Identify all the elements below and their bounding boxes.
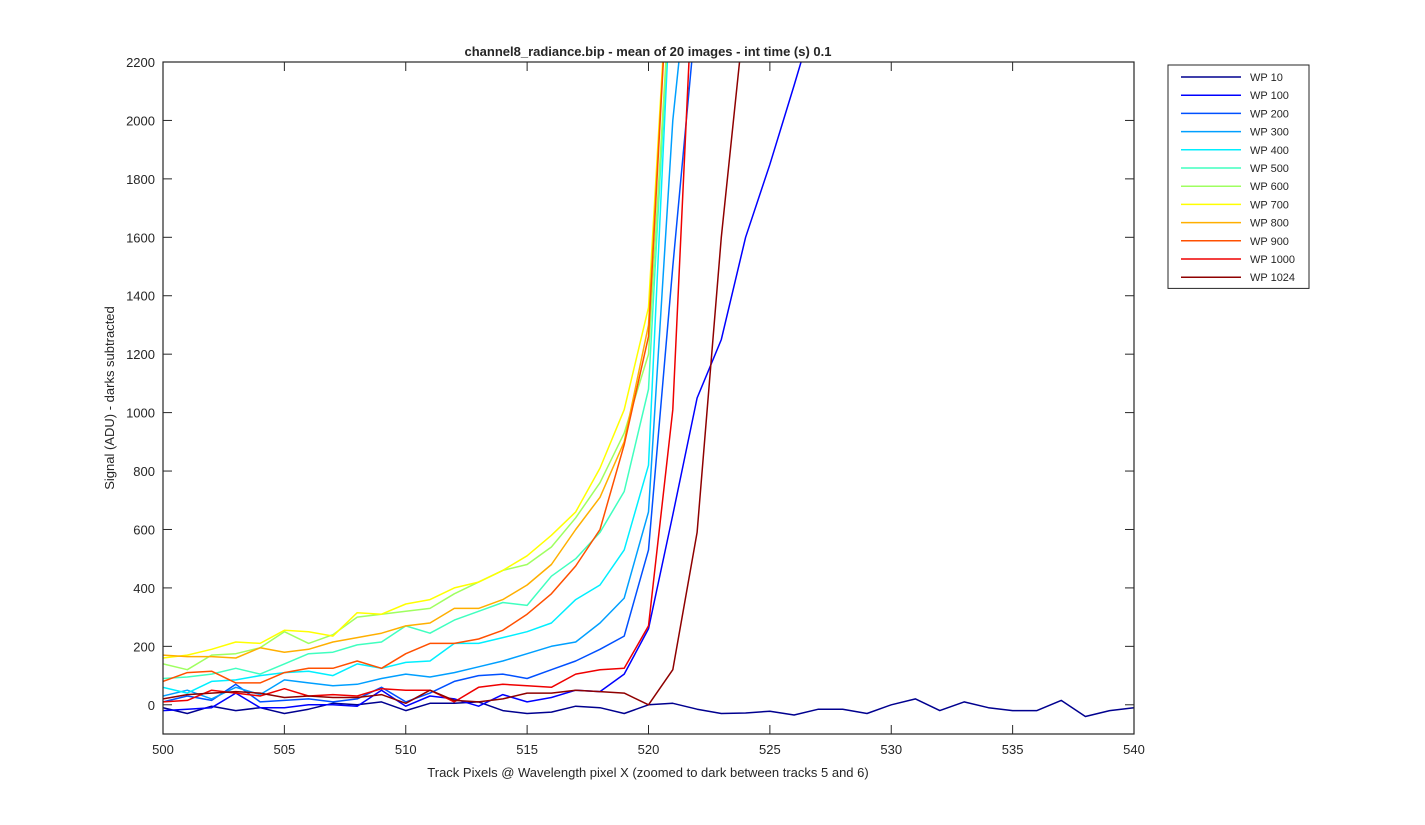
series-line-10	[163, 62, 665, 684]
series-line-9	[163, 62, 664, 659]
plot-area	[163, 62, 1134, 734]
axis-ticks: 500 505 510 515 520 525 530 535 540 0 200 400 600 800…	[126, 55, 1145, 757]
legend-label: WP 200	[1250, 108, 1289, 120]
legend-label: WP 1024	[1250, 272, 1295, 284]
x-tick-label: 515	[516, 742, 538, 757]
legend-box	[1167, 64, 1310, 289]
y-tick-label: 2200	[126, 55, 155, 70]
series-line-6	[163, 62, 668, 680]
legend-label: WP 900	[1250, 236, 1289, 248]
y-tick-label: 2000	[126, 113, 155, 128]
y-tick-label: 1200	[126, 347, 155, 362]
legend-label: WP 800	[1250, 218, 1289, 230]
series-line-5	[163, 62, 669, 694]
x-tick-label: 540	[1123, 742, 1145, 757]
y-tick-label: 800	[133, 464, 155, 479]
x-tick-label: 500	[152, 742, 174, 757]
plot-frame	[162, 61, 1135, 735]
y-tick-label: 1000	[126, 406, 155, 421]
x-tick-label: 525	[759, 742, 781, 757]
legend-label: WP 500	[1250, 163, 1289, 175]
x-tick-label: 530	[880, 742, 902, 757]
y-tick-label: 400	[133, 581, 155, 596]
x-tick-label: 510	[395, 742, 417, 757]
legend-label: WP 100	[1250, 90, 1289, 102]
x-tick-label: 535	[1002, 742, 1024, 757]
legend-label: WP 1000	[1250, 254, 1295, 266]
series-line-3	[163, 62, 693, 703]
y-tick-label: 0	[148, 698, 155, 713]
y-tick-label: 200	[133, 639, 155, 654]
series-lines	[163, 62, 1134, 718]
y-tick-label: 1600	[126, 230, 155, 245]
y-tick-label: 1800	[126, 172, 155, 187]
y-tick-label: 1400	[126, 289, 155, 304]
series-line-12	[163, 62, 741, 706]
legend-label: WP 600	[1250, 181, 1289, 193]
legend-label: WP 700	[1250, 199, 1289, 211]
legend-label: WP 10	[1250, 72, 1283, 84]
y-axis-label: Signal (ADU) - darks subtracted	[102, 306, 117, 490]
legend-label: WP 400	[1250, 145, 1289, 157]
x-tick-label: 520	[638, 742, 660, 757]
x-axis-label: Track Pixels @ Wavelength pixel X (zoome…	[427, 765, 868, 780]
series-line-8	[163, 62, 664, 659]
legend-label: WP 300	[1250, 127, 1289, 139]
x-tick-label: 505	[274, 742, 296, 757]
series-line-7	[163, 62, 667, 671]
legend: WP 10 WP 100 WP 200 WP 300 WP 400 WP 500 WP 60…	[1167, 64, 1310, 289]
y-tick-label: 600	[133, 522, 155, 537]
chart-title: channel8_radiance.bip - mean of 20 image…	[464, 44, 831, 59]
